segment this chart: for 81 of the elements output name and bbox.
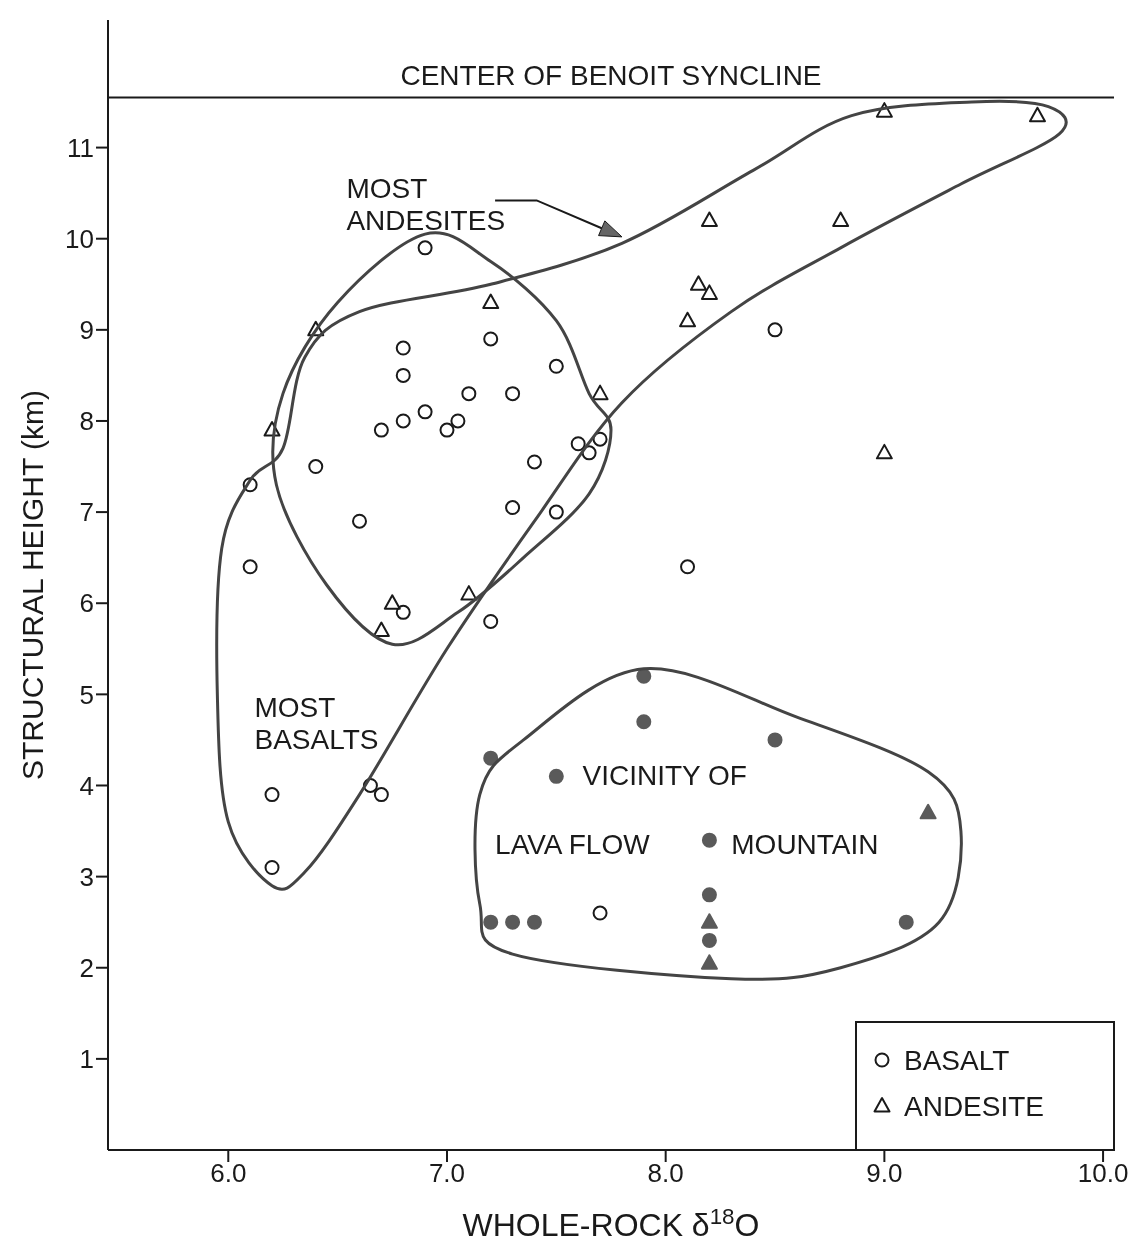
point — [264, 860, 280, 875]
point — [679, 311, 697, 328]
x-tick-label: 9.0 — [866, 1158, 903, 1189]
y-tick-label: 7 — [79, 497, 94, 528]
point — [395, 604, 411, 620]
point — [767, 732, 783, 748]
point — [373, 787, 389, 803]
y-tick-label: 4 — [79, 770, 94, 801]
x-tick-label: 10.0 — [1077, 1158, 1129, 1189]
y-tick-label: 8 — [79, 406, 94, 437]
y-tick-label: 10 — [65, 223, 94, 254]
point — [548, 358, 564, 374]
point — [483, 914, 499, 930]
point — [898, 914, 914, 930]
point — [689, 275, 707, 291]
point — [505, 386, 521, 402]
point — [919, 803, 937, 820]
point — [483, 750, 499, 766]
y-tick-label: 3 — [79, 861, 94, 892]
x-tick-label: 8.0 — [647, 1158, 684, 1189]
point — [700, 954, 718, 970]
point — [526, 454, 542, 470]
point — [439, 422, 455, 438]
point — [395, 413, 411, 429]
point — [700, 284, 718, 300]
point — [592, 431, 608, 447]
y-tick-label: 5 — [79, 679, 94, 710]
point — [383, 594, 401, 610]
point — [242, 559, 258, 575]
point — [308, 459, 324, 475]
point — [352, 513, 367, 529]
point — [526, 914, 542, 930]
point — [570, 436, 586, 452]
point — [483, 331, 499, 347]
point — [1028, 106, 1046, 123]
legend-label: BASALT — [904, 1045, 1010, 1076]
annotation: MOST ANDESITES — [346, 172, 506, 236]
point — [875, 443, 893, 460]
y-tick-label: 1 — [79, 1044, 94, 1075]
legend-label: ANDESITE — [904, 1091, 1045, 1122]
point — [701, 832, 717, 848]
y-axis-title: STRUCTURAL HEIGHT (km) — [15, 390, 49, 780]
point — [417, 404, 433, 420]
point — [832, 211, 850, 227]
point — [505, 914, 521, 930]
point — [548, 504, 564, 520]
ref-line-label: CENTER OF BENOIT SYNCLINE — [400, 60, 822, 92]
point — [395, 367, 411, 383]
point — [482, 293, 500, 309]
annotation: VICINITY OF — [582, 760, 747, 792]
y-tick-label: 11 — [67, 132, 94, 163]
point — [483, 613, 499, 629]
point — [701, 887, 717, 903]
point — [417, 240, 433, 256]
point — [395, 340, 411, 356]
y-tick-label: 6 — [79, 588, 94, 619]
point — [700, 913, 718, 929]
annotation: LAVA FLOW — [495, 828, 651, 860]
x-axis-title: WHOLE-ROCK δ$^{18}$O — [462, 1203, 760, 1243]
point — [548, 768, 564, 784]
point — [592, 905, 608, 921]
point — [505, 500, 521, 516]
point — [372, 621, 390, 638]
x-tick-label: 7.0 — [428, 1158, 466, 1189]
y-tick-label: 9 — [79, 315, 94, 346]
point — [264, 787, 280, 803]
point — [767, 322, 783, 338]
point — [680, 559, 696, 575]
annotation: MOUNTAIN — [731, 828, 879, 860]
point — [701, 932, 717, 948]
x-tick-label: 6.0 — [210, 1158, 247, 1189]
annotation: MOST BASALTS — [254, 692, 379, 756]
point — [591, 384, 609, 401]
point — [450, 413, 466, 429]
point — [461, 386, 477, 402]
y-tick-label: 2 — [79, 952, 94, 983]
point — [700, 211, 718, 227]
point — [636, 714, 652, 730]
point — [636, 668, 652, 684]
point — [460, 585, 478, 601]
point — [373, 422, 389, 438]
